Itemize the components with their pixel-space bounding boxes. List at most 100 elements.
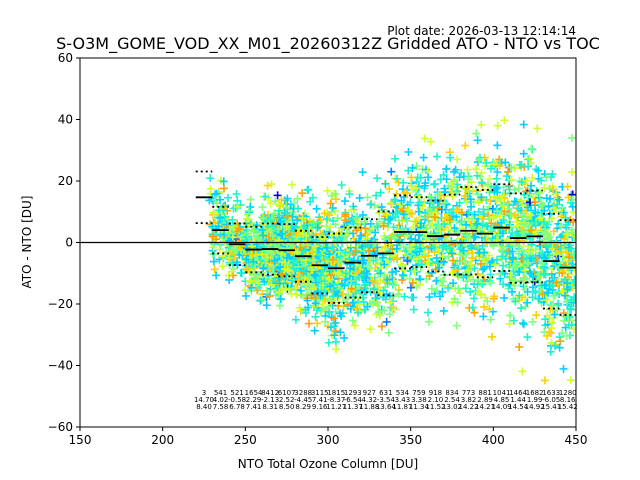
scatter-point <box>336 328 345 337</box>
bin-mean-label: 2.29 <box>246 396 262 404</box>
scatter-point <box>407 293 416 302</box>
scatter-point <box>439 306 448 315</box>
scatter-point <box>417 219 426 228</box>
scatter-point <box>473 280 482 289</box>
bin-statistics <box>195 170 576 316</box>
scatter-point <box>310 326 319 335</box>
scatter-point <box>321 317 330 326</box>
scatter-point <box>380 271 389 280</box>
scatter-point <box>338 289 347 298</box>
scatter-point <box>258 214 267 223</box>
bin-std-label: 13.02 <box>442 403 462 411</box>
scatter-point <box>560 234 569 243</box>
scatter-point <box>566 376 575 385</box>
scatter-point <box>267 233 276 242</box>
scatter-point <box>399 210 408 219</box>
scatter-point <box>485 305 494 314</box>
scatter-point <box>380 245 389 254</box>
scatter-point <box>345 190 354 199</box>
scatter-point <box>468 303 477 312</box>
scatter-point <box>515 342 524 351</box>
scatter-point <box>412 255 421 264</box>
scatter-point <box>276 217 285 226</box>
bin-count-label: 1293 <box>344 389 362 397</box>
scatter-point <box>374 301 383 310</box>
scatter-point <box>482 158 491 167</box>
scatter-point <box>447 208 456 217</box>
scatter-point <box>413 192 422 201</box>
scatter-point <box>349 202 358 211</box>
scatter-point <box>468 223 477 232</box>
scatter-point <box>548 318 557 327</box>
scatter-point <box>532 311 541 320</box>
scatter-point <box>326 265 335 274</box>
scatter-point <box>331 318 340 327</box>
scatter-point <box>457 169 466 178</box>
bin-count-label: 631 <box>379 389 392 397</box>
scatter-point <box>495 161 504 170</box>
scatter-point <box>541 315 550 324</box>
scatter-point <box>474 287 483 296</box>
scatter-point <box>228 215 237 224</box>
scatter-point <box>366 219 375 228</box>
scatter-point <box>553 305 562 314</box>
scatter-point <box>270 256 279 265</box>
scatter-point <box>362 273 371 282</box>
scatter-point <box>369 239 378 248</box>
scatter-point <box>261 192 270 201</box>
scatter-point <box>242 255 251 264</box>
bin-std-label: 14.09 <box>492 403 512 411</box>
scatter-point <box>496 197 505 206</box>
scatter-point <box>390 234 399 243</box>
scatter-point <box>546 329 555 338</box>
y-tick-label: 60 <box>58 51 73 65</box>
scatter-point <box>519 120 528 129</box>
scatter-point <box>267 226 276 235</box>
scatter-point <box>359 269 368 278</box>
scatter-point <box>514 204 523 213</box>
scatter-point <box>478 253 487 262</box>
scatter-point <box>328 255 337 264</box>
scatter-point <box>209 243 218 252</box>
scatter-point <box>568 168 576 177</box>
bin-std-label: 14.54 <box>508 403 529 411</box>
scatter-point <box>433 259 442 268</box>
scatter-point <box>391 305 400 314</box>
scatter-point <box>541 281 550 290</box>
scatter-point <box>331 189 340 198</box>
scatter-point <box>294 271 303 280</box>
scatter-point <box>467 221 476 230</box>
scatter-point <box>514 242 523 251</box>
scatter-point <box>329 216 338 225</box>
scatter-point <box>306 197 315 206</box>
scatter-point <box>509 316 518 325</box>
scatter-point <box>474 155 483 164</box>
scatter-point <box>229 271 238 280</box>
scatter-point <box>477 193 486 202</box>
scatter-point <box>345 228 354 237</box>
scatter-point <box>499 216 508 225</box>
scatter-point <box>569 325 576 334</box>
scatter-point <box>260 215 269 224</box>
scatter-point <box>532 165 541 174</box>
bin-mean-label: -6.54 <box>344 396 363 404</box>
scatter-point <box>392 189 401 198</box>
scatter-point <box>318 300 327 309</box>
scatter-point <box>260 277 269 286</box>
scatter-point <box>435 292 444 301</box>
bin-mean-label: 4.32 <box>362 396 378 404</box>
scatter-point <box>295 303 304 312</box>
scatter-point <box>475 248 484 257</box>
scatter-point <box>258 203 267 212</box>
scatter-point <box>566 295 575 304</box>
scatter-point <box>427 230 436 239</box>
scatter-point <box>486 315 495 324</box>
bin-std-label: 9.16 <box>312 403 328 411</box>
scatter-point <box>419 153 428 162</box>
scatter-point <box>347 239 356 248</box>
scatter-point <box>206 184 215 193</box>
scatter-point <box>553 200 562 209</box>
scatter-point <box>491 261 500 270</box>
bin-count-label: 534 <box>396 389 410 397</box>
scatter-point <box>314 275 323 284</box>
